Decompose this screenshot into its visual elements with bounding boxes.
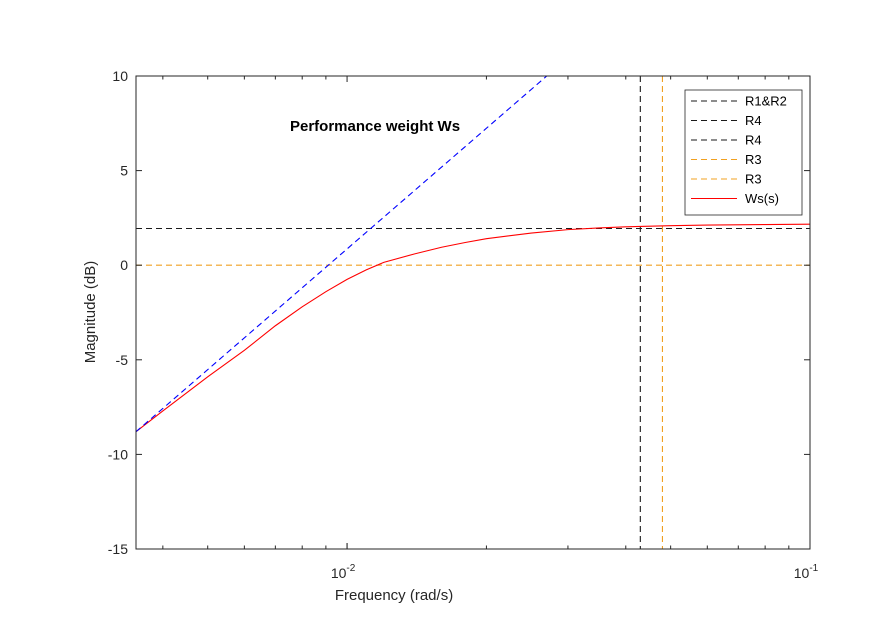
ticks-layer: 10 5 0 -5 -10 -15 10-2 10-1 — [108, 68, 819, 581]
y-tick-label: 0 — [120, 257, 128, 273]
legend-label: R3 — [745, 172, 762, 187]
series-layer — [135, 75, 811, 549]
legend-label: R3 — [745, 152, 762, 167]
legend-entries: R1&R2 R4 R4 R3 R3 Ws(s) — [691, 94, 787, 206]
y-tick-label: -5 — [116, 352, 129, 368]
y-tick-label: 10 — [112, 68, 128, 84]
y-axis-title: Magnitude (dB) — [82, 261, 99, 364]
x-axis-title: Frequency (rad/s) — [335, 587, 453, 604]
annotation-text: Performance weight Ws — [290, 118, 460, 135]
y-tick-label: 5 — [120, 163, 128, 179]
legend-label: R4 — [745, 133, 762, 148]
axes-box — [135, 75, 811, 550]
legend-box — [684, 89, 803, 216]
series-ws-s--curve — [135, 223, 811, 433]
x-tick-label: 10-1 — [794, 563, 819, 581]
legend-label: Ws(s) — [745, 191, 779, 206]
legend-label: R4 — [745, 113, 762, 128]
legend: R1&R2 R4 R4 R3 R3 Ws(s) — [684, 89, 803, 216]
x-tick-label: 10-2 — [331, 563, 356, 581]
series-asymptote-line — [135, 75, 548, 433]
y-tick-label: -15 — [108, 541, 128, 557]
y-tick-label: -10 — [108, 446, 128, 462]
legend-label: R1&R2 — [745, 94, 787, 109]
